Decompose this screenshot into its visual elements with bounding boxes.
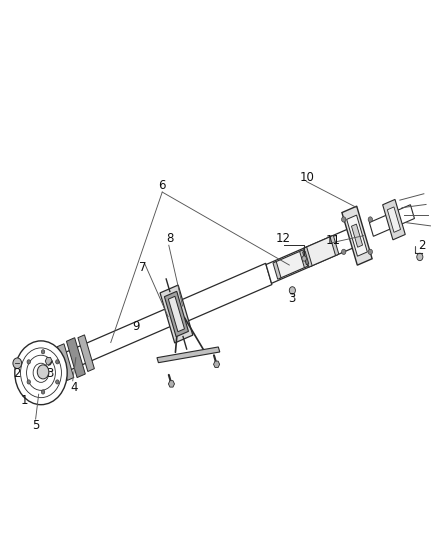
Text: 11: 11 [326,235,341,247]
Circle shape [15,341,67,405]
Text: 12: 12 [276,232,291,245]
Polygon shape [300,250,307,268]
Polygon shape [168,381,174,387]
Polygon shape [59,306,177,373]
Text: 10: 10 [300,171,314,184]
Polygon shape [78,335,94,372]
Text: 4: 4 [70,381,78,394]
Circle shape [27,360,31,364]
Polygon shape [57,344,74,381]
Text: 9: 9 [132,320,140,333]
Text: 6: 6 [159,179,166,192]
Polygon shape [305,236,337,266]
Circle shape [37,365,49,379]
Polygon shape [383,199,405,240]
Polygon shape [387,207,400,232]
Circle shape [41,390,45,394]
Polygon shape [273,262,281,279]
Polygon shape [275,251,306,279]
Polygon shape [303,251,309,265]
Polygon shape [67,338,85,377]
Text: 7: 7 [139,261,146,274]
Circle shape [302,256,306,261]
Circle shape [417,253,423,261]
Circle shape [13,358,21,368]
Polygon shape [342,206,372,265]
Polygon shape [175,263,272,324]
Text: 3: 3 [46,367,53,381]
Circle shape [56,360,59,364]
Polygon shape [347,215,367,256]
Circle shape [289,287,295,294]
Circle shape [56,380,59,384]
Polygon shape [369,205,414,236]
Polygon shape [330,236,339,255]
Text: 2: 2 [13,367,21,381]
Polygon shape [160,285,193,343]
Circle shape [27,380,31,384]
Text: 5: 5 [32,419,39,432]
Circle shape [41,350,45,354]
Polygon shape [45,358,52,365]
Circle shape [368,217,372,222]
Polygon shape [164,292,188,337]
Text: 2: 2 [418,239,426,252]
Text: 3: 3 [289,292,296,305]
Text: 1: 1 [21,394,28,407]
Text: 8: 8 [166,232,174,245]
Circle shape [342,249,346,254]
Polygon shape [304,247,312,267]
Circle shape [368,249,372,254]
Polygon shape [168,296,184,332]
Polygon shape [266,229,353,284]
Polygon shape [157,347,220,362]
Polygon shape [351,224,363,247]
Polygon shape [214,361,219,368]
Circle shape [342,217,346,222]
